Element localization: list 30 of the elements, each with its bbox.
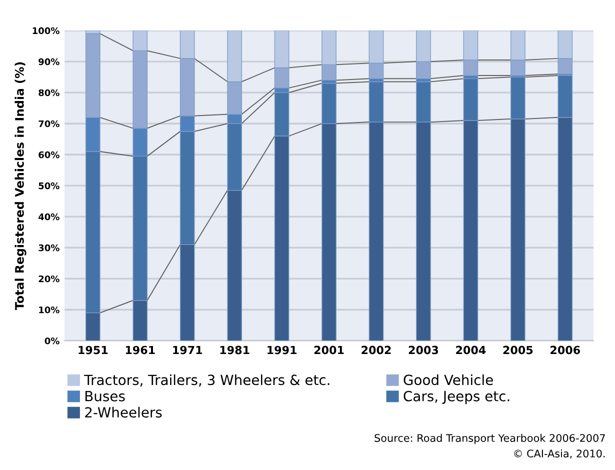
x-tick-label: 2006 [550,346,580,354]
x-tick-label: 2001 [314,346,344,354]
y-tick-label: 70% [38,120,60,128]
legend-label: Good Vehicle [404,374,493,386]
x-tick-label: 2004 [456,346,486,354]
legend-label: Tractors, Trailers, 3 Wheelers & etc. [84,374,330,387]
y-tick-label: 30% [38,244,60,252]
y-tick-label: 80% [38,89,60,96]
x-tick-label: 1971 [173,346,202,354]
legend-label: 2-Wheelers [85,406,162,418]
x-tick-label: 1961 [126,346,155,354]
x-tick-label: 2005 [503,346,533,354]
legend-label: Buses [85,391,125,402]
x-tick-label: 1981 [220,346,250,354]
y-tick-label: 60% [38,151,60,158]
y-tick-label: 40% [38,213,60,220]
y-tick-label: 100% [32,27,60,34]
x-tick-label: 2003 [408,346,438,354]
y-tick-label: 90% [38,58,60,66]
y-tick-label: 50% [38,182,60,190]
x-tick-label: 1951 [78,346,108,354]
text: © CAI-Asia, 2010. [514,449,605,459]
y-axis-title: Total Registered Vehicles in India (%) [14,62,26,310]
legend-label: Cars, Jeeps etc. [404,390,510,404]
source-note: Source: Road Transport Yearbook 2006-2007 [374,434,605,444]
y-tick-label: 0% [44,337,60,344]
y-tick-label: 10% [39,306,60,314]
y-tick-label: 20% [38,275,60,282]
x-tick-label: 1991 [268,346,296,354]
x-tick-label: 2002 [362,346,391,354]
